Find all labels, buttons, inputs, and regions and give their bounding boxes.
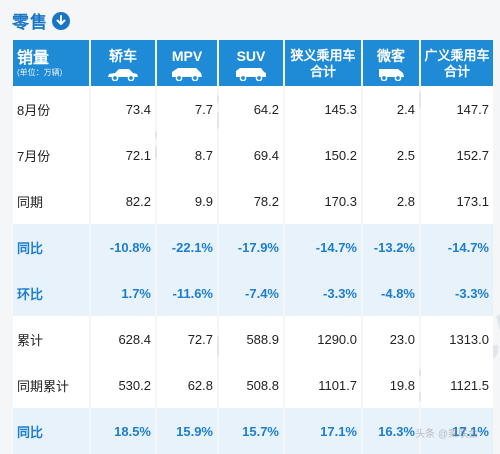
- source-credit: 头条 @乘联会: [415, 429, 478, 440]
- table-cell: 628.4: [91, 316, 155, 362]
- table-cell: 17.1%: [285, 408, 361, 454]
- row-label: 同比: [13, 224, 89, 270]
- row-label: 8月份: [13, 86, 89, 132]
- row-header-label: 销量: [17, 50, 50, 67]
- table-cell: 2.5: [363, 132, 419, 178]
- table-cell: 73.4: [91, 86, 155, 132]
- row-label: 累计: [13, 316, 89, 362]
- table-cell: 1290.0: [285, 316, 361, 362]
- table-cell: 1101.7: [285, 362, 361, 408]
- column-label: 轿车: [109, 47, 137, 64]
- table-cell: 82.2: [91, 178, 155, 224]
- table-cell: 7.7: [157, 86, 217, 132]
- arrow-down-circle-icon: [52, 11, 70, 30]
- row-header-cell: 销量 (单位：万辆): [13, 40, 89, 86]
- suv-icon: [236, 67, 266, 81]
- table-cell: 78.2: [219, 178, 283, 224]
- table-cell: 170.3: [285, 178, 361, 224]
- table-cell: -3.3%: [421, 270, 493, 316]
- table-row: 环比 1.7% -11.6% -7.4% -3.3% -4.8% -3.3%: [13, 270, 493, 316]
- table-cell: 18.5%: [91, 408, 155, 454]
- column-label-line1: 广义乘用车: [424, 48, 490, 63]
- table-cell: 147.7: [421, 86, 493, 132]
- table-cell: 2.4: [363, 86, 419, 132]
- table-cell: 1.7%: [91, 270, 155, 316]
- column-header-narrow-total: 狭义乘用车 合计: [285, 40, 361, 86]
- column-header-sedan: 轿车: [91, 40, 155, 86]
- table-row: 同比 18.5% 15.9% 15.7% 17.1% 16.3% 17.1%: [13, 408, 493, 454]
- table-cell: -7.4%: [219, 270, 283, 316]
- column-label: SUV: [236, 47, 266, 64]
- table-cell: 9.9: [157, 178, 217, 224]
- table-cell: 15.7%: [219, 408, 283, 454]
- mpv-icon: [172, 67, 202, 81]
- column-header-mpv: MPV: [157, 40, 217, 86]
- unit-note: (单位：万辆): [17, 68, 63, 77]
- row-label: 环比: [13, 270, 89, 316]
- table-cell: 588.9: [219, 316, 283, 362]
- table-cell: 2.8: [363, 178, 419, 224]
- table-cell: 152.7: [421, 132, 493, 178]
- table-cell: 72.7: [157, 316, 217, 362]
- column-label-line2: 合计: [443, 64, 470, 79]
- table-cell: -22.1%: [157, 224, 217, 270]
- table-cell: 173.1: [421, 178, 493, 224]
- table-cell: -14.7%: [285, 224, 361, 270]
- table-row: 同期 82.2 9.9 78.2 170.3 2.8 173.1: [13, 178, 493, 224]
- table-cell: -13.2%: [363, 224, 419, 270]
- table-row: 同期累计 530.2 62.8 508.8 1101.7 19.8 1121.5: [13, 362, 493, 408]
- table-cell: 508.8: [219, 362, 283, 408]
- column-header-broad-total: 广义乘用车 合计: [421, 40, 493, 86]
- minivan-icon: [379, 68, 404, 81]
- table-cell: 72.1: [91, 132, 155, 178]
- table-row: 同比 -10.8% -22.1% -17.9% -14.7% -13.2% -14.7%: [13, 224, 493, 270]
- table-row: 累计 628.4 72.7 588.9 1290.0 23.0 1313.0: [13, 316, 493, 362]
- table-cell: 1313.0: [421, 316, 493, 362]
- row-label: 同比: [13, 408, 89, 454]
- table-cell: 145.3: [285, 86, 361, 132]
- table-row: 8月份 73.4 7.7 64.2 145.3 2.4 147.7: [13, 86, 493, 132]
- table-cell: 1121.5: [421, 362, 493, 408]
- table-cell: -17.9%: [219, 224, 283, 270]
- column-header-minivan: 微客: [363, 40, 419, 86]
- table-cell: 15.9%: [157, 408, 217, 454]
- sales-table: 销量 (单位：万辆) 轿车 MPV: [11, 40, 495, 454]
- table-cell: 64.2: [219, 86, 283, 132]
- title-bar: 零售: [12, 8, 70, 33]
- table-cell: -3.3%: [285, 270, 361, 316]
- row-label: 同期累计: [13, 362, 89, 408]
- table-cell: -14.7%: [421, 224, 493, 270]
- column-label-line2: 合计: [309, 64, 336, 79]
- table-cell: -10.8%: [91, 224, 155, 270]
- table-cell: 150.2: [285, 132, 361, 178]
- row-label: 7月份: [13, 132, 89, 178]
- column-label: MPV: [171, 47, 203, 64]
- table-cell: 23.0: [363, 316, 419, 362]
- header-row: 销量 (单位：万辆) 轿车 MPV: [13, 40, 493, 86]
- column-label-line1: 狭义乘用车: [290, 48, 356, 63]
- table-cell: 69.4: [219, 132, 283, 178]
- table-cell: 62.8: [157, 362, 217, 408]
- table-cell: -4.8%: [363, 270, 419, 316]
- column-label: 微客: [377, 47, 405, 64]
- table-cell: 530.2: [91, 362, 155, 408]
- table-body: 8月份 73.4 7.7 64.2 145.3 2.4 147.7 7月份 72.1 8.7 69.…: [13, 86, 493, 454]
- table-row: 7月份 72.1 8.7 69.4 150.2 2.5 152.7: [13, 132, 493, 178]
- row-label: 同期: [13, 178, 89, 224]
- column-header-suv: SUV: [219, 40, 283, 86]
- table-cell: 19.8: [363, 362, 419, 408]
- sedan-icon: [108, 68, 138, 81]
- table-cell: -11.6%: [157, 270, 217, 316]
- table-cell: 16.3%: [363, 408, 419, 454]
- page-title: 零售: [12, 13, 48, 32]
- table-cell: 8.7: [157, 132, 217, 178]
- table-cell: 17.1%: [421, 408, 493, 454]
